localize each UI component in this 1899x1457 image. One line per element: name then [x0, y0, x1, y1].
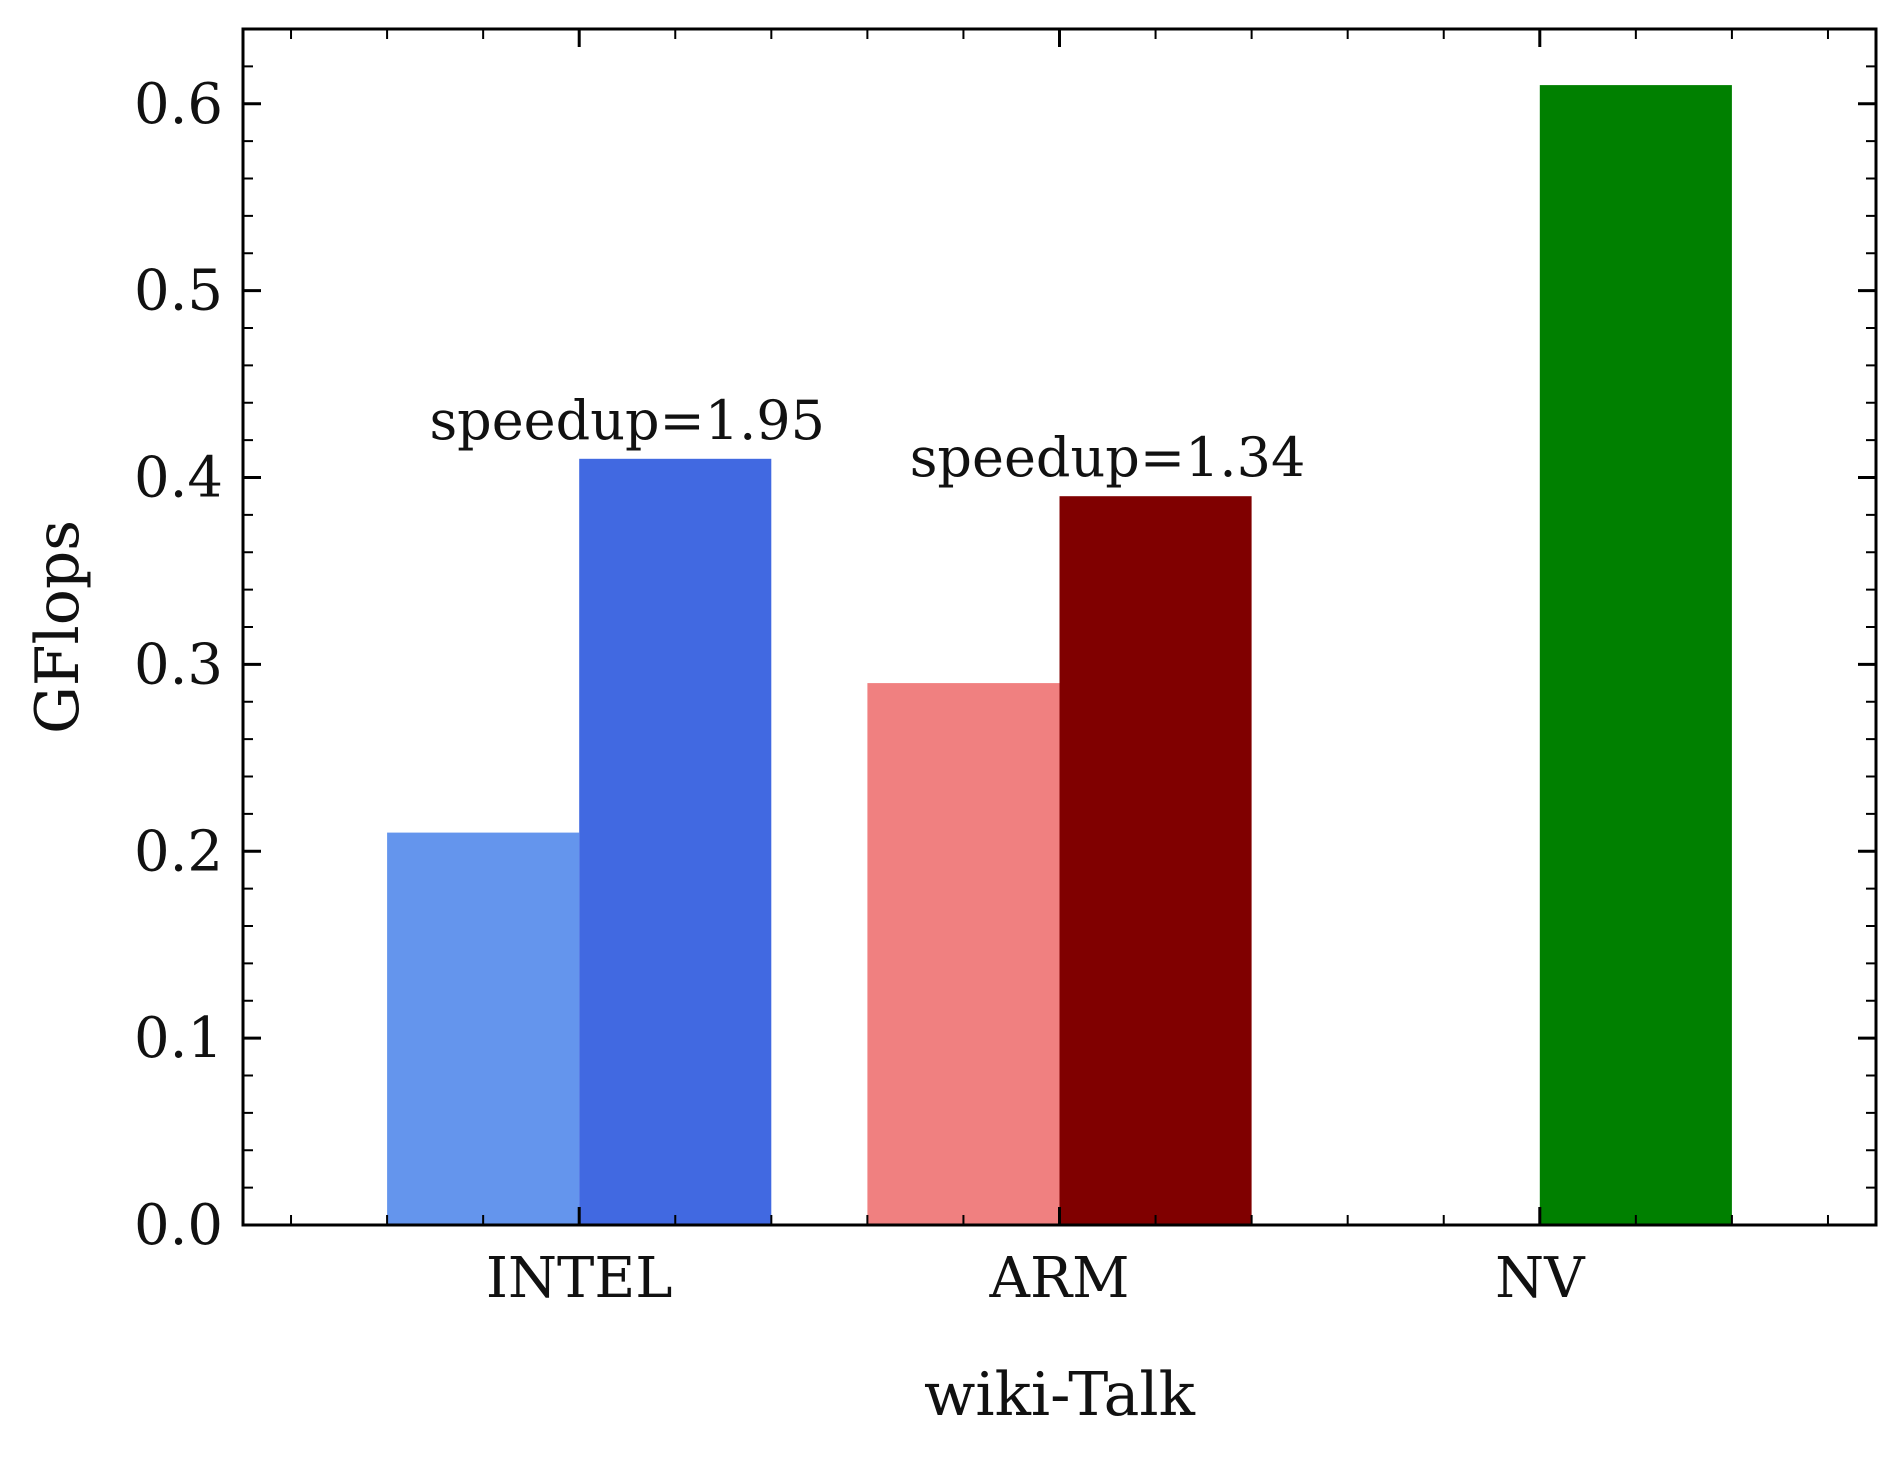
- y-tick-label: 0.2: [134, 819, 223, 884]
- bar-arm-0: [867, 683, 1060, 1225]
- y-axis-label: GFlops: [23, 520, 93, 734]
- bar-intel-0: [387, 832, 580, 1225]
- x-tick-label: ARM: [989, 1246, 1130, 1311]
- bar-arm-1: [1059, 496, 1252, 1225]
- speedup-annotation-intel: speedup=1.95: [429, 389, 825, 452]
- y-tick-label: 0.1: [134, 1006, 223, 1071]
- bar-nv-1: [1539, 85, 1732, 1226]
- x-tick-label: INTEL: [486, 1246, 673, 1311]
- bar-intel-1: [579, 458, 772, 1225]
- speedup-annotation-arm: speedup=1.34: [910, 426, 1306, 489]
- x-tick-label: NV: [1495, 1246, 1586, 1311]
- x-axis-label: wiki-Talk: [924, 1360, 1196, 1430]
- y-tick-label: 0.5: [134, 259, 223, 324]
- y-tick-label: 0.3: [134, 632, 223, 697]
- y-tick-label: 0.4: [134, 446, 223, 511]
- y-tick-label: 0.0: [134, 1193, 223, 1258]
- y-tick-label: 0.6: [134, 72, 223, 137]
